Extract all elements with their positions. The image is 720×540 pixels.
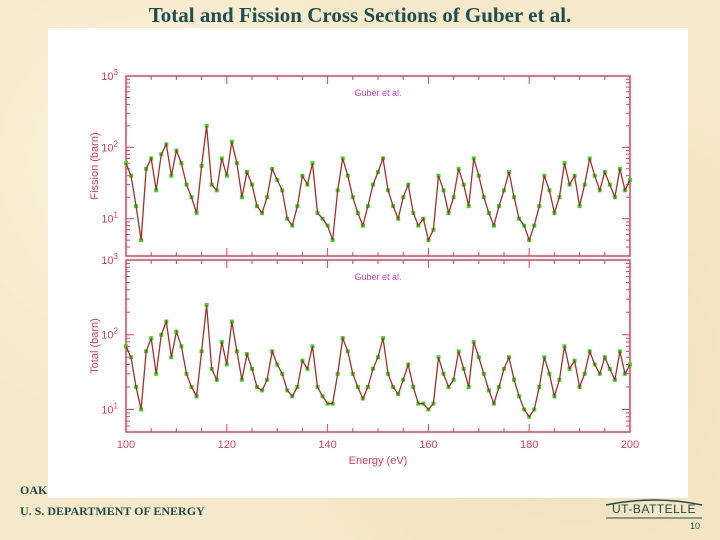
top-series-line — [125, 125, 631, 243]
footer-org-partial: OAK — [20, 483, 48, 497]
top-ylabel: Fission (barn) — [89, 132, 101, 199]
plot-panel: 101 102 103 Fission (barn) Guber et al. 101 10… — [48, 28, 688, 498]
top-legend: Guber et al. — [354, 88, 401, 98]
bottom-xtick-label: 180 — [520, 439, 538, 451]
bottom-panel: 101 102 103 100 120 140 160 180 200 Total (barn) E… — [89, 252, 639, 467]
bottom-legend: Guber et al. — [354, 272, 401, 282]
bottom-data-point — [628, 362, 632, 367]
ut-battelle-logo: UT-BATTELLE — [600, 497, 708, 521]
footer-doe: U. S. DEPARTMENT OF ENERGY — [20, 504, 205, 518]
logo-arc-icon — [605, 499, 703, 519]
bottom-xtick-label: 120 — [218, 439, 236, 451]
top-ytick-label: 103 — [101, 68, 118, 83]
top-panel: 101 102 103 Fission (barn) Guber et al. — [89, 68, 632, 257]
bottom-ytick-label: 102 — [101, 327, 118, 342]
bottom-series-line — [125, 304, 631, 418]
page-number: 10 — [690, 521, 701, 531]
bottom-ytick-label: 101 — [101, 401, 118, 416]
slide-title: Total and Fission Cross Sections of Gube… — [148, 3, 572, 27]
bottom-xtick-label: 200 — [621, 439, 639, 451]
bottom-ytick-label: 103 — [101, 252, 118, 267]
bottom-xtick-label: 140 — [318, 439, 336, 451]
bottom-xtick-label: 100 — [117, 439, 135, 451]
top-ytick-label: 101 — [101, 211, 118, 226]
bottom-ylabel: Total (barn) — [89, 318, 101, 374]
logo-text: UT-BATTELLE — [612, 502, 696, 516]
top-data-point — [628, 177, 632, 182]
bottom-xlabel: Energy (eV) — [349, 455, 408, 467]
bottom-xtick-label: 160 — [419, 439, 437, 451]
top-data-point — [124, 161, 128, 166]
top-ytick-label: 102 — [101, 139, 118, 154]
